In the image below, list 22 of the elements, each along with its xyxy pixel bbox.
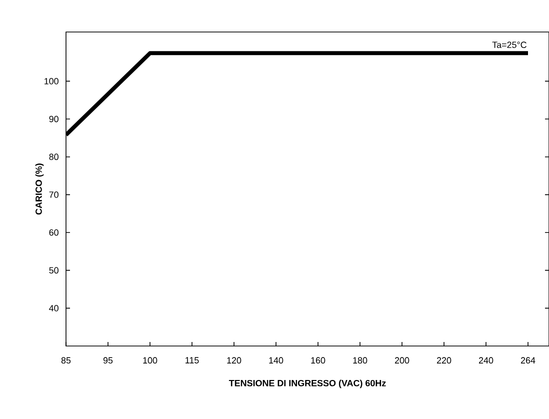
x-tick-label: 180 <box>353 357 368 364</box>
x-tick-label: 240 <box>478 357 494 364</box>
y-tick-label: 40 <box>49 304 58 312</box>
x-tick-label: 95 <box>103 357 113 364</box>
y-axis-title: CARICO (%) <box>35 164 44 215</box>
y-tick-label: 100 <box>44 78 58 84</box>
x-tick-label: 160 <box>311 357 326 364</box>
x-tick-label: 264 <box>520 357 536 364</box>
y-tick-label: 70 <box>49 191 58 198</box>
y-tick-label: 80 <box>49 154 58 160</box>
x-tick-label: 120 <box>227 357 242 364</box>
x-tick-label: 200 <box>394 357 410 364</box>
x-tick-label: 220 <box>436 357 452 364</box>
x-tick-label: 115 <box>186 357 199 364</box>
annotation: Ta=25°C <box>492 42 526 48</box>
x-tick-label: 85 <box>61 357 71 364</box>
y-tick-label: 90 <box>49 116 58 122</box>
y-tick-label: 60 <box>49 229 58 236</box>
y-tick-label: 50 <box>49 267 58 274</box>
x-tick-label: 140 <box>269 357 284 364</box>
x-tick-label: 100 <box>143 357 158 364</box>
x-axis-title: TENSIONE DI INGRESSO (VAC) 60Hz <box>228 380 386 388</box>
